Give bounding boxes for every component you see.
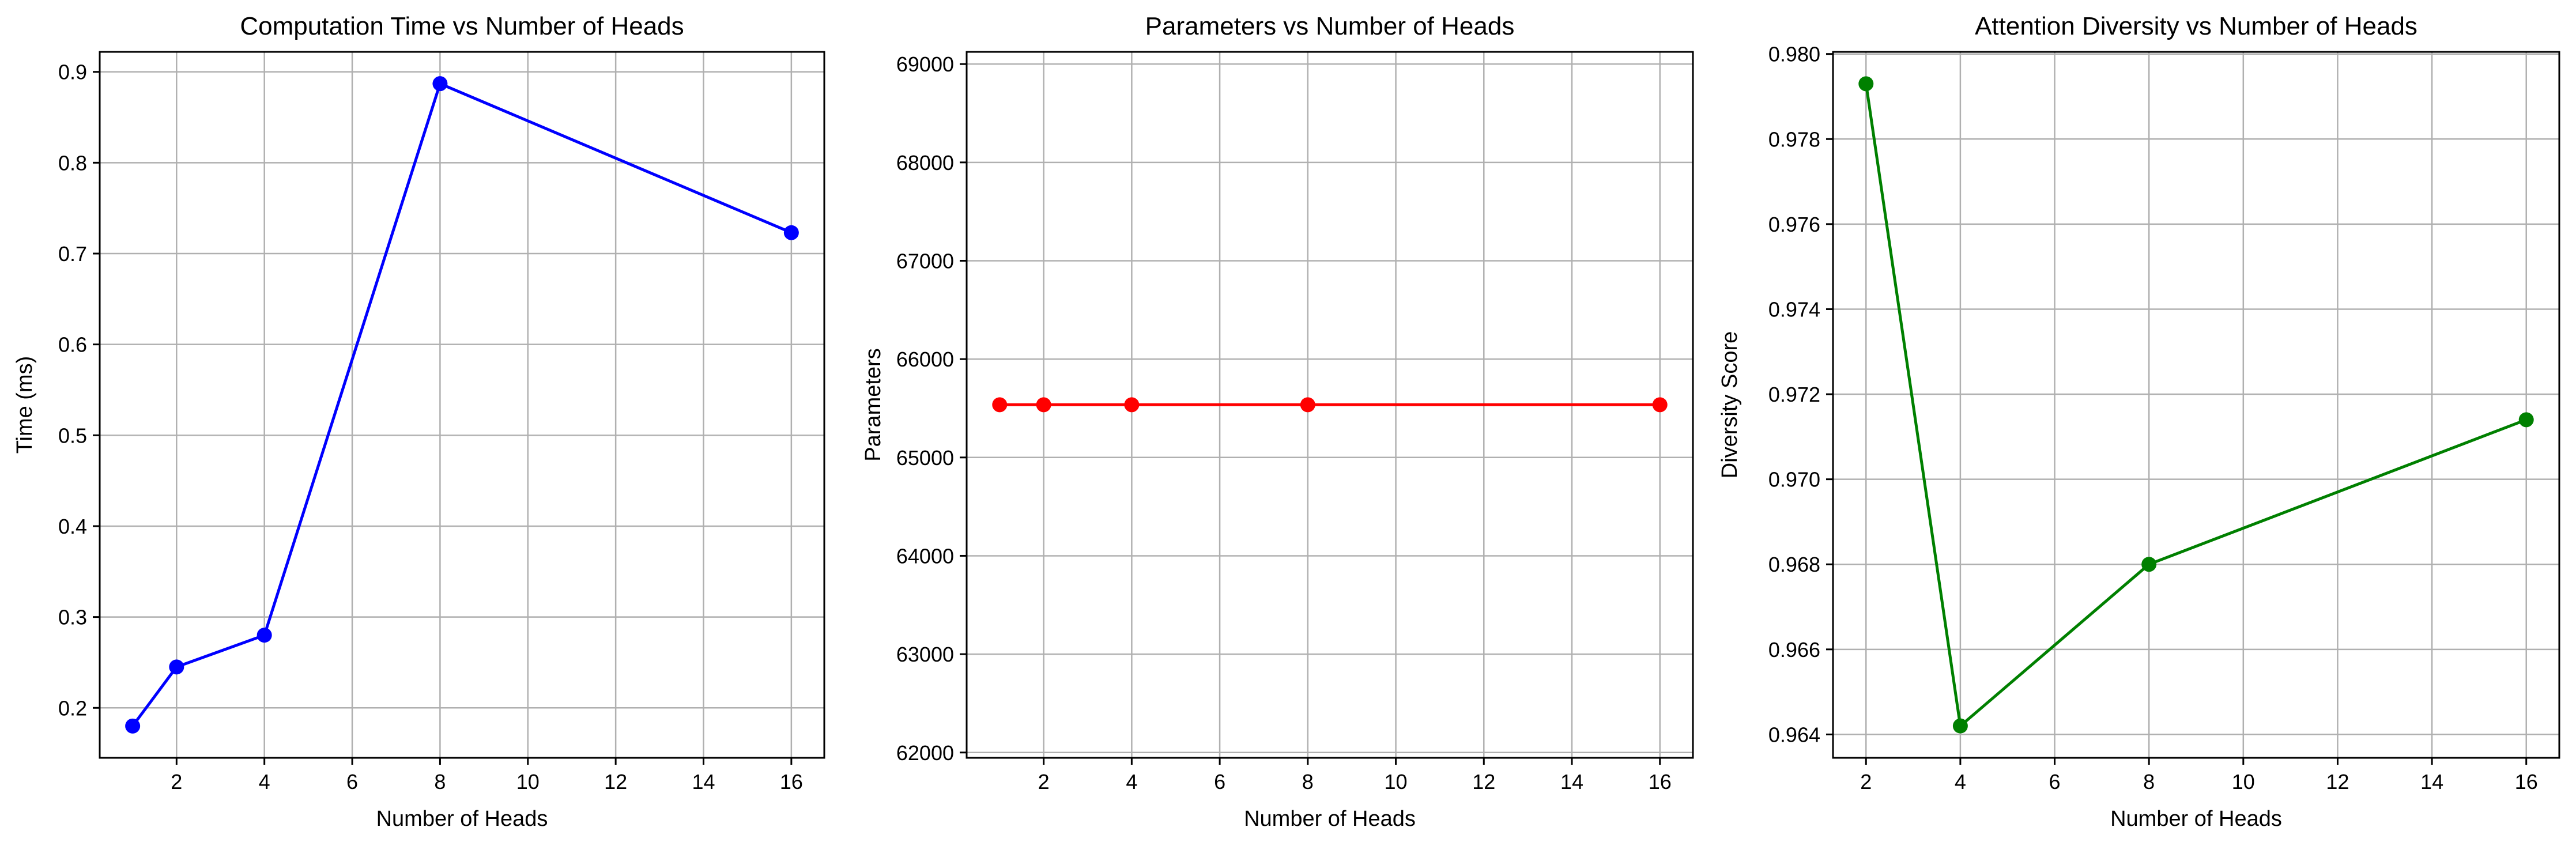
chart-3-panel: 2 4 6 8 10 12 14 16 0.964 0.966 0.968 0.970 0.972 0.9… [1718,12,2560,831]
chart-3-y-tick-label: 0.972 [1768,383,1820,406]
chart-3-plot-frame [1832,51,2560,759]
chart-2-x-tick-label: 12 [1472,770,1495,794]
chart-3-y-axis-label: Diversity Score [1718,331,1742,479]
chart-1-x-tick-label: 12 [604,770,627,794]
chart-3-y-tick-label: 0.974 [1768,297,1820,321]
chart-2-x-tick-label: 16 [1649,770,1672,794]
chart-2-plot-frame [965,51,1694,759]
chart-3-x-tick-label: 16 [2515,770,2538,794]
chart-2-x-tick-label: 14 [1560,770,1583,794]
chart-2-x-tick-label: 8 [1302,770,1314,794]
chart-2-y-tick-label: 69000 [896,52,954,76]
chart-1-title: Computation Time vs Number of Heads [240,12,684,40]
chart-1-data-point [257,628,272,643]
chart-3-x-tick-label: 14 [2420,770,2443,794]
chart-3-y-tick-label: 0.970 [1768,468,1820,492]
chart-1-y-tick-label: 0.7 [58,242,87,266]
chart-1-data-point [125,718,141,734]
chart-2-y-tick-label: 65000 [896,446,954,470]
chart-3-y-tick-label: 0.966 [1768,638,1820,662]
chart-3-y-tick-label: 0.968 [1768,553,1820,576]
chart-1-y-tick-label: 0.6 [58,333,87,357]
chart-3-data-point [1952,718,1968,734]
chart-2-y-tick-label: 68000 [896,151,954,175]
chart-2-x-tick-label: 10 [1385,770,1408,794]
chart-2-x-axis-label: Number of Heads [1244,807,1416,831]
chart-3-data-point [2141,557,2157,572]
chart-1-x-tick-label: 2 [171,770,182,794]
chart-3-title: Attention Diversity vs Number of Heads [1975,12,2417,40]
chart-1-y-tick-label: 0.4 [58,515,87,538]
chart-3-y-tick-label: 0.964 [1768,723,1820,746]
chart-1-x-tick-label: 16 [780,770,803,794]
chart-2-data-point [992,397,1008,413]
chart-3-x-axis-label: Number of Heads [2110,807,2282,831]
chart-2-data-point [1652,397,1668,413]
chart-1-x-tick-label: 8 [434,770,446,794]
chart-2-y-tick-label: 67000 [896,249,954,273]
chart-2-y-tick-label: 63000 [896,643,954,666]
chart-2-y-tick-label: 64000 [896,544,954,568]
chart-1-y-tick-label: 0.2 [58,696,87,720]
chart-3-x-tick-label: 8 [2143,770,2155,794]
chart-1-x-tick-label: 4 [259,770,270,794]
chart-3-series-line [1864,83,2527,728]
chart-1-plot-frame [99,51,825,759]
chart-1-y-tick-label: 0.3 [58,606,87,629]
chart-2-y-tick-label: 62000 [896,741,954,765]
chart-3-x-tick-label: 10 [2232,770,2255,794]
chart-3-x-tick-label: 6 [2049,770,2061,794]
chart-2-y-axis-label: Parameters [861,348,885,461]
chart-3-y-tick-label: 0.978 [1768,127,1820,151]
chart-1-x-tick-label: 10 [516,770,540,794]
chart-1-data-point [169,659,184,675]
chart-1-series-line [131,82,792,727]
chart-3-data-point [1858,76,1874,92]
chart-2-y-tick-label: 66000 [896,348,954,371]
chart-2-data-point [1036,397,1051,413]
chart-1-panel: 2 4 6 8 10 12 14 16 0.2 0.3 0.4 0.5 0.6 0.7 0.8 0.9 Comp… [13,12,825,831]
chart-2-x-tick-label: 2 [1038,770,1050,794]
chart-3-x-tick-label: 12 [2326,770,2349,794]
chart-3-data-point [2518,412,2534,428]
chart-1-x-tick-label: 14 [692,770,715,794]
chart-3-x-tick-label: 4 [1955,770,1966,794]
chart-1-y-axis-label: Time (ms) [13,356,37,454]
chart-2-data-point [1300,397,1315,413]
chart-2-x-tick-label: 4 [1126,770,1137,794]
chart-3-y-tick-label: 0.980 [1768,43,1820,66]
chart-3-x-tick-label: 2 [1860,770,1872,794]
chart-1-y-tick-label: 0.9 [58,61,87,84]
chart-1-y-tick-label: 0.5 [58,424,87,447]
chart-1-x-axis-label: Number of Heads [376,807,548,831]
chart-1-x-tick-label: 6 [346,770,358,794]
chart-2-title: Parameters vs Number of Heads [1145,12,1515,40]
chart-2-data-point [1124,397,1140,413]
chart-1-data-point [783,225,799,240]
chart-2-panel: 2 4 6 8 10 12 14 16 62000 63000 64000 65000 66000 670… [861,12,1694,831]
chart-1-data-point [432,76,448,92]
chart-1-y-tick-label: 0.8 [58,151,87,175]
chart-3-y-tick-label: 0.976 [1768,213,1820,236]
chart-2-x-tick-label: 6 [1214,770,1225,794]
